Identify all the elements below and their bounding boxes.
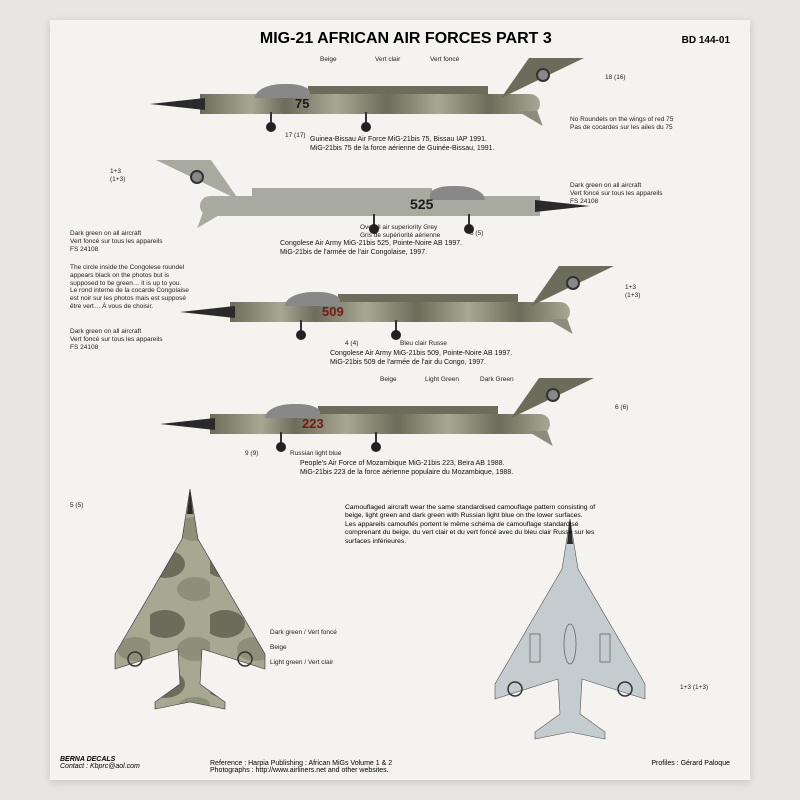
callout-decal-4b: 9 (9): [245, 450, 258, 458]
callout-note-2b: Overall air superiority Grey Gris de sup…: [360, 224, 440, 240]
credits-text: Profiles : Gérard Paloque: [651, 760, 730, 774]
callout-top-4c: Dark Green: [480, 376, 514, 384]
profile-1: 75 Beige Vert clair Vert foncé 18 (16) 1…: [70, 56, 730, 152]
color-label-light: Light green / Vert clair: [270, 659, 333, 667]
callout-top-1b: Vert clair: [375, 56, 400, 64]
callout-top-1a: Beige: [320, 56, 337, 64]
tac-number-2: 525: [410, 196, 433, 212]
callout-note-4b: Russian light blue: [290, 450, 341, 458]
footer: Reference : Harpia Publishing : African …: [70, 760, 730, 774]
callout-note-1r: No Roundels on the wings of red 75 Pas d…: [570, 116, 673, 132]
jet-side-4: 223: [210, 386, 570, 456]
tac-number-4: 223: [302, 416, 324, 431]
callout-note-3l-top: The circle inside the Congolese roundel …: [70, 264, 210, 311]
caption-3: Congolese Air Army MiG-21bis 509, Pointe…: [330, 350, 512, 368]
tac-number-1: 75: [295, 96, 309, 111]
callout-note-2l: Dark green on all aircraft Vert foncé su…: [70, 230, 163, 253]
callout-top-4b: Light Green: [425, 376, 459, 384]
callout-note-2r: Dark green on all aircraft Vert foncé su…: [570, 182, 663, 205]
planview-row: 5 (5) Dark green / Vert foncé Beige Ligh…: [70, 484, 730, 734]
color-label-dark: Dark green / Vert foncé: [270, 629, 337, 637]
callout-decal-3r: 1+3 (1+3): [625, 284, 640, 300]
title-row: MIG-21 AFRICAN AIR FORCES PART 3 BD 144-…: [70, 30, 730, 48]
callout-decal-1r: 18 (16): [605, 74, 626, 82]
callout-decal-1b: 17 (17): [285, 132, 306, 140]
callout-decal-4r: 6 (6): [615, 404, 628, 412]
callout-decal-3b: 4 (4): [345, 340, 358, 348]
sheet-code: BD 144-01: [682, 35, 730, 46]
tail-roundel: [536, 68, 550, 82]
camo-note: Camouflaged aircraft wear the same stand…: [345, 504, 615, 546]
callout-decal-2l: 1+3 (1+3): [110, 168, 125, 184]
profile-3: 509 The circle inside the Congolese roun…: [70, 264, 730, 370]
callout-top-1c: Vert foncé: [430, 56, 459, 64]
planview-decal-bottom: 1+3 (1+3): [680, 684, 708, 692]
jet-side-1: 75: [200, 66, 560, 136]
tail-roundel-3: [566, 276, 580, 290]
caption-2: Congolese Air Army MiG-21bis 525, Pointe…: [280, 240, 462, 258]
profile-2: 525 1+3 (1+3) Overall air superiority Gr…: [70, 158, 730, 258]
reference-text: Reference : Harpia Publishing : African …: [210, 760, 392, 774]
callout-note-3b: Bleu clair Russe: [400, 340, 447, 348]
jet-side-3: 509: [230, 274, 590, 344]
tac-number-3: 509: [322, 304, 344, 319]
planview-decal-top: 5 (5): [70, 502, 83, 510]
tail-roundel-2: [190, 170, 204, 184]
callout-note-3l-bot: Dark green on all aircraft Vert foncé su…: [70, 328, 163, 351]
profile-4: 223 Beige Light Green Dark Green 6 (6) 9…: [70, 376, 730, 478]
jet-bottom-view: [470, 514, 670, 744]
color-label-beige: Beige: [270, 644, 287, 652]
callout-top-4a: Beige: [380, 376, 397, 384]
caption-4: People's Air Force of Mozambique MiG-21b…: [300, 460, 513, 478]
tail-roundel-4: [546, 388, 560, 402]
jet-top-view: [90, 484, 290, 714]
decal-sheet: MIG-21 AFRICAN AIR FORCES PART 3 BD 144-…: [50, 20, 750, 780]
callout-decal-2b: 5 (5): [470, 230, 483, 238]
caption-1: Guinea-Bissau Air Force MiG-21bis 75, Bi…: [310, 136, 494, 154]
page-title: MIG-21 AFRICAN AIR FORCES PART 3: [130, 30, 682, 48]
